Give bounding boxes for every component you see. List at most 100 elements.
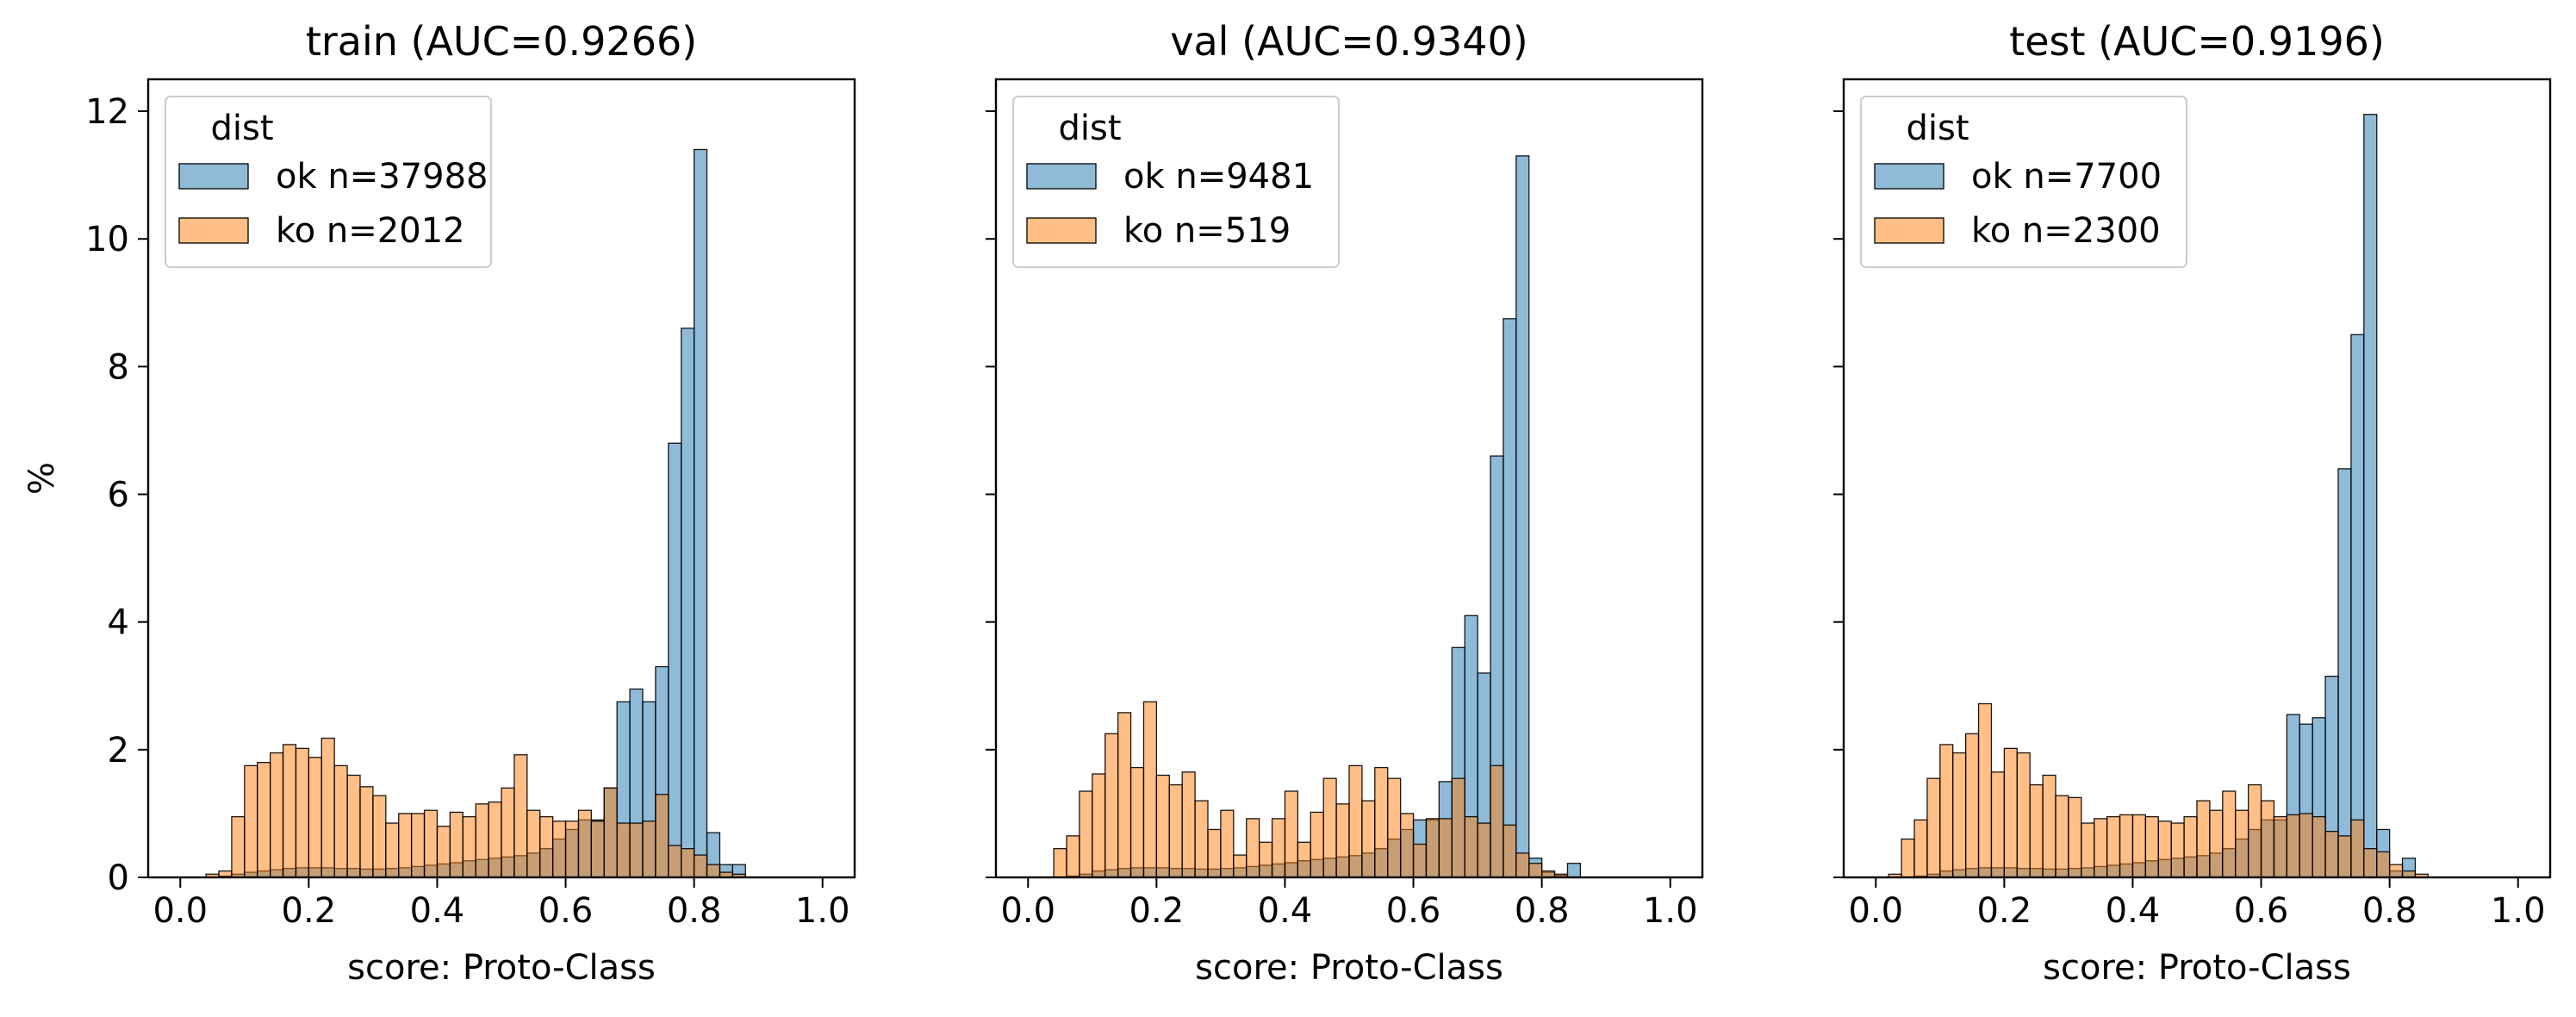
legend-swatch-ko	[178, 217, 249, 244]
bar-ko-29	[2247, 783, 2262, 878]
bar-ok-39	[681, 328, 695, 878]
bar-ko-23	[475, 803, 489, 878]
y-axis-label: %	[22, 462, 62, 495]
bar-ko-18	[1258, 841, 1273, 878]
bar-ko-8	[282, 744, 297, 878]
y-tick-label: 10	[85, 220, 129, 259]
bar-ko-27	[1374, 766, 1389, 878]
bar-ko-12	[2029, 783, 2044, 878]
bar-ko-30	[1412, 843, 1428, 878]
panel-2: 0.0 0.2 0.4 0.6 0.8 1.0 val (AUC=0.9340) score:…	[986, 18, 1704, 988]
x-tick-label: 1.0	[2491, 891, 2546, 931]
bar-ko-19	[1271, 818, 1286, 878]
bar-ko-15	[372, 795, 387, 878]
bar-ko-16	[2081, 822, 2095, 878]
bar-ko-40	[693, 854, 708, 878]
bar-ko-40	[2388, 864, 2404, 878]
legend-swatch-ko	[1874, 217, 1944, 244]
bar-ko-30	[2260, 800, 2275, 878]
bar-ko-38	[1515, 852, 1530, 878]
bar-ko-3	[1913, 819, 1928, 878]
x-tick-label: 0.2	[1977, 891, 2032, 931]
x-tick-label: 0.4	[410, 891, 465, 931]
bar-ko-5	[1939, 744, 1954, 878]
legend-label-ok: ok n=37988	[276, 157, 488, 197]
bar-ko-2	[1901, 838, 1915, 878]
panel-title: test (AUC=0.9196)	[2009, 18, 2385, 65]
bar-ko-15	[1220, 809, 1235, 878]
bar-ko-14	[359, 786, 374, 878]
bar-ko-18	[2106, 815, 2121, 878]
bar-ko-37	[1503, 824, 1517, 878]
legend-title: dist	[210, 109, 273, 148]
axes-frame	[994, 78, 1704, 879]
bar-ko-31	[1425, 818, 1440, 878]
bar-ko-9	[1142, 701, 1158, 878]
bar-ko-23	[2170, 822, 2185, 878]
bar-ko-32	[1438, 818, 1453, 878]
bar-ko-20	[2131, 814, 2147, 878]
bar-ko-9	[295, 747, 310, 878]
bar-ko-22	[2157, 820, 2172, 878]
bar-ko-35	[629, 822, 644, 878]
panel-3: 0.0 0.2 0.4 0.6 0.8 1.0 test (AUC=0.9196) score…	[1833, 18, 2552, 988]
bar-ko-28	[2235, 809, 2249, 878]
y-tick-label: 6	[108, 476, 129, 515]
bar-ko-30	[564, 820, 580, 878]
bar-ko-31	[577, 809, 593, 878]
bar-ko-24	[488, 801, 502, 878]
x-tick-label: 0.8	[2362, 891, 2417, 931]
panel-1: 0.0 0.2 0.4 0.6 0.8 1.0 0 2 4 6 8 10 12 train (AUC=0.…	[85, 18, 856, 988]
bar-ko-18	[410, 813, 426, 878]
x-axis-label: score: Proto-Class	[2043, 948, 2351, 988]
bar-ko-32	[2286, 814, 2300, 878]
x-tick-label: 0.2	[1129, 891, 1185, 931]
x-tick-label: 0.6	[1386, 891, 1441, 931]
bar-ok-36	[2337, 468, 2352, 878]
bar-ko-36	[642, 820, 656, 878]
bar-ko-39	[1528, 863, 1543, 878]
bar-ko-41	[706, 864, 721, 878]
bar-ko-17	[1246, 818, 1260, 878]
x-axis-label: score: Proto-Class	[1195, 948, 1503, 988]
panel-title: train (AUC=0.9266)	[306, 18, 697, 65]
x-tick-label: 0.0	[152, 891, 208, 931]
bar-ko-34	[2312, 815, 2326, 878]
x-tick-label: 0.8	[667, 891, 722, 931]
bar-ko-19	[423, 809, 439, 878]
bar-ko-33	[1451, 777, 1465, 878]
bar-ko-36	[2337, 835, 2352, 878]
x-tick-label: 0.8	[1515, 891, 1570, 931]
bar-ko-24	[2183, 815, 2198, 878]
bar-ok-37	[2350, 334, 2365, 878]
bar-ko-7	[1117, 712, 1132, 878]
bar-ok-38	[668, 442, 682, 878]
bar-ko-36	[1490, 764, 1504, 878]
bar-ko-22	[1310, 811, 1324, 878]
bar-ko-39	[2376, 851, 2391, 878]
x-tick-label: 1.0	[795, 891, 850, 931]
bar-ko-10	[308, 757, 322, 878]
bar-ko-7	[269, 752, 284, 878]
bar-ko-27	[526, 809, 541, 878]
bar-ko-12	[333, 764, 348, 878]
bar-ok-37	[1503, 318, 1517, 878]
legend-title: dist	[1906, 109, 1969, 148]
bar-ko-2	[1053, 848, 1067, 878]
bar-ko-5	[244, 764, 258, 878]
bar-ko-33	[2299, 813, 2313, 878]
bar-ko-11	[320, 737, 335, 878]
bar-ko-27	[2222, 790, 2237, 878]
bar-ko-38	[2363, 848, 2378, 878]
bar-ko-29	[1399, 813, 1415, 878]
bar-ko-14	[1207, 828, 1222, 878]
bar-ko-6	[1952, 752, 1967, 878]
legend-label-ko: ko n=2300	[1971, 211, 2161, 251]
bar-ko-28	[1387, 777, 1402, 878]
bar-ko-8	[1129, 766, 1145, 878]
bar-ko-35	[1477, 822, 1491, 878]
bar-ko-13	[1194, 800, 1209, 878]
bar-ko-28	[539, 815, 554, 878]
